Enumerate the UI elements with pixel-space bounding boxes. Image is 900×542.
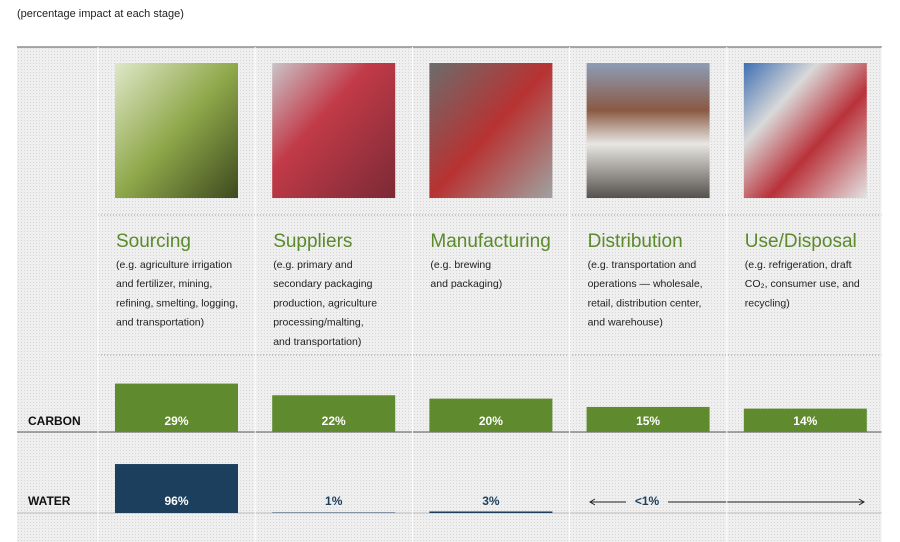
- carbon-bar: [429, 398, 553, 432]
- stage-description: (e.g. refrigeration, draft: [745, 259, 852, 271]
- carbon-bar: [272, 395, 396, 432]
- stage-description: operations — wholesale,: [588, 278, 703, 290]
- carbon-label: 29%: [164, 414, 188, 428]
- carbon-bar: [115, 383, 238, 432]
- carbon-label: 14%: [793, 414, 817, 428]
- row-label: WATER: [28, 494, 71, 508]
- stage-name: Sourcing: [116, 231, 191, 252]
- stage-description: recycling): [745, 297, 790, 309]
- stage-description: and fertilizer, mining,: [116, 278, 212, 290]
- carbon-bar: [586, 406, 710, 432]
- stage-photo: [743, 63, 867, 198]
- stage-description: (e.g. transportation and: [588, 259, 697, 271]
- water-label: <1%: [635, 494, 660, 508]
- carbon-label: 22%: [322, 414, 346, 428]
- stage-description: (e.g. primary and: [273, 259, 353, 271]
- combined-arrow: [589, 498, 865, 506]
- stage-photo: [115, 63, 238, 198]
- water-bar: [115, 464, 238, 513]
- stage-description: refining, smelting, logging,: [116, 297, 238, 309]
- water-bar: [272, 512, 396, 513]
- stage-name: Distribution: [588, 231, 683, 252]
- stage-description: secondary packaging: [273, 278, 372, 290]
- carbon-label: 20%: [479, 414, 503, 428]
- stage-description: (e.g. brewing: [430, 259, 491, 271]
- stage-description: and warehouse): [588, 317, 663, 329]
- water-bar: [429, 511, 553, 513]
- stage-photo: [272, 63, 396, 198]
- stage-photo: [586, 63, 710, 198]
- stage-photo: [429, 63, 553, 198]
- carbon-label: 15%: [636, 414, 660, 428]
- stage-name: Manufacturing: [430, 231, 550, 252]
- carbon-bar: [743, 408, 867, 432]
- stage-description: and packaging): [430, 278, 502, 290]
- stage-description: retail, distribution center,: [588, 297, 702, 309]
- stage-name: Use/Disposal: [745, 231, 857, 252]
- stage-name: Suppliers: [273, 231, 352, 252]
- stage-description: CO₂, consumer use, and: [745, 278, 860, 290]
- caption: (percentage impact at each stage): [17, 8, 184, 20]
- water-label: 1%: [325, 494, 343, 508]
- stage-description: production, agriculture: [273, 297, 377, 309]
- stage-description: and transportation): [273, 336, 361, 348]
- water-label: 3%: [482, 494, 500, 508]
- row-label: CARBON: [28, 414, 81, 428]
- stage-description: and transportation): [116, 317, 204, 329]
- stage-description: (e.g. agriculture irrigation: [116, 259, 232, 271]
- water-label: 96%: [164, 494, 188, 508]
- stage-description: processing/malting,: [273, 317, 363, 329]
